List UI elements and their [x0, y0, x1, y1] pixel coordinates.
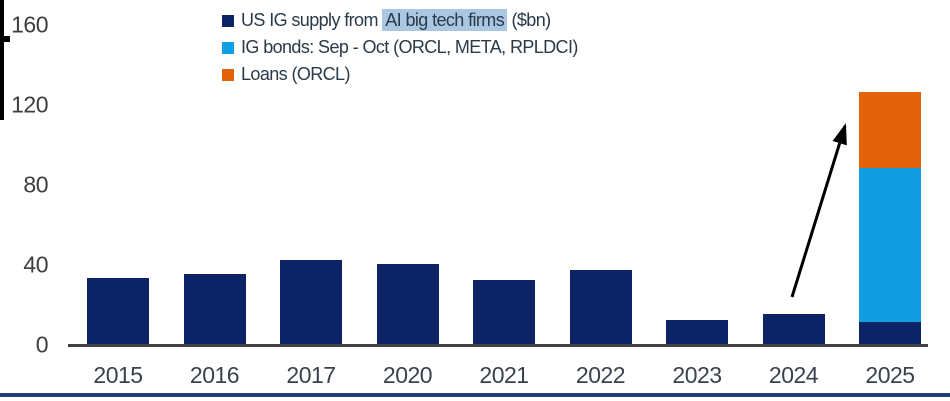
bar-segment: [87, 278, 149, 346]
left-crop-frame-tick: [0, 36, 10, 42]
bar-segment: [473, 280, 535, 346]
bar-segment: [859, 168, 921, 322]
bar-segment: [280, 260, 342, 346]
legend-label-highlighted: AI big tech firms: [382, 9, 508, 31]
x-tick-label: 2022: [575, 362, 626, 388]
x-axis-line: [68, 344, 928, 347]
bar-segment: [376, 264, 439, 346]
legend-label: Loans (ORCL): [241, 64, 350, 84]
x-tick-label: 2023: [672, 362, 722, 388]
legend-label-post: ($bn): [507, 10, 551, 30]
bar-2025: [859, 92, 921, 346]
y-tick-label: 0: [35, 331, 49, 358]
bar-segment: [183, 274, 246, 346]
legend-label: US IG supply from AI big tech firms ($bn…: [241, 9, 551, 31]
bar-2022: [569, 270, 632, 346]
bar-2023: [666, 320, 728, 346]
legend-swatch-navy: [222, 14, 234, 27]
bar-segment: [569, 270, 632, 346]
bar-2020: [376, 264, 439, 346]
legend-item-loans: Loans (ORCL): [222, 61, 578, 88]
x-tick-label: 2016: [189, 362, 240, 388]
y-tick-label: 40: [23, 251, 48, 278]
bar-2015: [87, 278, 149, 346]
legend-swatch-orange: [222, 68, 234, 81]
legend-item-us-ig-supply: US IG supply from AI big tech firms ($bn…: [222, 7, 578, 34]
chart-legend: US IG supply from AI big tech firms ($bn…: [222, 7, 578, 88]
bar-2017: [280, 260, 342, 346]
legend-swatch-lightblue: [222, 41, 234, 54]
y-tick-label: 120: [11, 91, 48, 118]
legend-label-pre: US IG supply from: [241, 10, 383, 30]
x-tick-label: 2017: [286, 362, 336, 388]
bar-segment: [762, 314, 825, 346]
bar-segment: [859, 92, 921, 168]
bar-2021: [473, 280, 535, 346]
bar-segment: [859, 322, 921, 346]
legend-item-ig-bonds: IG bonds: Sep - Oct (ORCL, META, RPLDCI): [222, 34, 578, 61]
left-crop-frame-line: [0, 0, 4, 120]
legend-label: IG bonds: Sep - Oct (ORCL, META, RPLDCI): [241, 37, 578, 57]
bar-segment: [666, 320, 728, 346]
y-tick-label: 80: [23, 171, 48, 198]
bar-2016: [183, 274, 246, 346]
bottom-border-line: [0, 393, 950, 397]
x-tick-label: 2015: [93, 362, 143, 388]
bar-2024: [762, 314, 825, 346]
x-tick-label: 2020: [382, 362, 433, 388]
y-tick-label: 160: [11, 11, 48, 38]
x-tick-label: 2024: [768, 362, 819, 388]
x-tick-label: 2025: [865, 362, 915, 388]
x-tick-label: 2021: [479, 362, 529, 388]
